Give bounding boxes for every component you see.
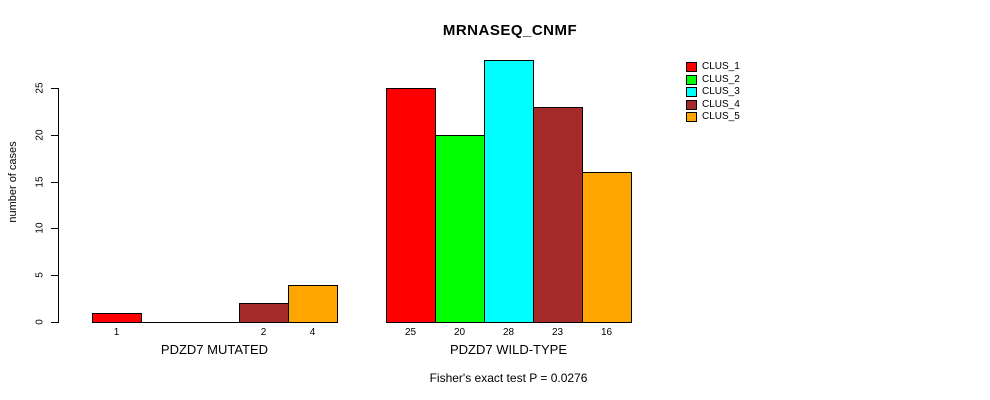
bar-value-label: 20 bbox=[453, 327, 466, 338]
bar-value-label: 28 bbox=[502, 327, 515, 338]
x-group-label-mutated: PDZD7 MUTATED bbox=[160, 342, 269, 357]
y-axis-tick-label: 5 bbox=[34, 272, 46, 278]
legend-item: CLUS_4 bbox=[686, 99, 740, 112]
bar-clus_1 bbox=[92, 313, 142, 323]
legend: CLUS_1 CLUS_2 CLUS_3 CLUS_4 CLUS_5 bbox=[686, 61, 740, 124]
bar-value-label: 1 bbox=[113, 327, 120, 338]
legend-swatch-clus_4 bbox=[686, 99, 697, 110]
legend-label: CLUS_1 bbox=[702, 61, 740, 73]
bar-clus_4 bbox=[239, 303, 289, 323]
y-axis-tick bbox=[51, 228, 58, 229]
y-axis-tick-label: 15 bbox=[34, 176, 46, 188]
bar-clus_2 bbox=[435, 135, 485, 323]
y-axis-tick-label: 10 bbox=[34, 222, 46, 234]
bar-value-label: 23 bbox=[551, 327, 564, 338]
legend-label: CLUS_3 bbox=[702, 86, 740, 98]
y-axis-tick bbox=[51, 275, 58, 276]
bar-clus_4 bbox=[533, 107, 583, 323]
legend-item: CLUS_2 bbox=[686, 74, 740, 87]
y-axis-tick bbox=[51, 182, 58, 183]
bar-value-label: 2 bbox=[260, 327, 267, 338]
y-axis-tick bbox=[51, 88, 58, 89]
bar-value-label: 25 bbox=[404, 327, 417, 338]
y-axis-tick-label: 20 bbox=[34, 129, 46, 141]
bar-clus_1 bbox=[386, 88, 436, 323]
legend-swatch-clus_1 bbox=[686, 62, 697, 73]
bar-clus_5 bbox=[288, 285, 338, 323]
bar-clus_3 bbox=[484, 60, 534, 323]
bar-clus_5 bbox=[582, 172, 632, 323]
bar-value-label: 16 bbox=[600, 327, 613, 338]
y-axis-tick bbox=[51, 322, 58, 323]
y-axis-tick bbox=[51, 135, 58, 136]
legend-item: CLUS_3 bbox=[686, 86, 740, 99]
annotation-text: Fisher's exact test P = 0.0276 bbox=[429, 371, 588, 385]
legend-swatch-clus_5 bbox=[686, 112, 697, 123]
x-group-label-wildtype: PDZD7 WILD-TYPE bbox=[449, 342, 567, 357]
legend-label: CLUS_5 bbox=[702, 111, 740, 123]
y-axis-tick-label: 0 bbox=[34, 319, 46, 325]
y-axis-title: number of cases bbox=[7, 141, 19, 223]
legend-label: CLUS_2 bbox=[702, 73, 740, 85]
legend-label: CLUS_4 bbox=[702, 98, 740, 110]
chart-title: MRNASEQ_CNMF bbox=[442, 22, 578, 39]
x-axis-baseline bbox=[92, 322, 338, 323]
bar-value-label: 4 bbox=[309, 327, 316, 338]
legend-swatch-clus_3 bbox=[686, 87, 697, 98]
y-axis-tick-label: 25 bbox=[34, 82, 46, 94]
legend-item: CLUS_5 bbox=[686, 111, 740, 124]
legend-item: CLUS_1 bbox=[686, 61, 740, 74]
y-axis-line bbox=[58, 88, 59, 323]
legend-swatch-clus_2 bbox=[686, 74, 697, 85]
